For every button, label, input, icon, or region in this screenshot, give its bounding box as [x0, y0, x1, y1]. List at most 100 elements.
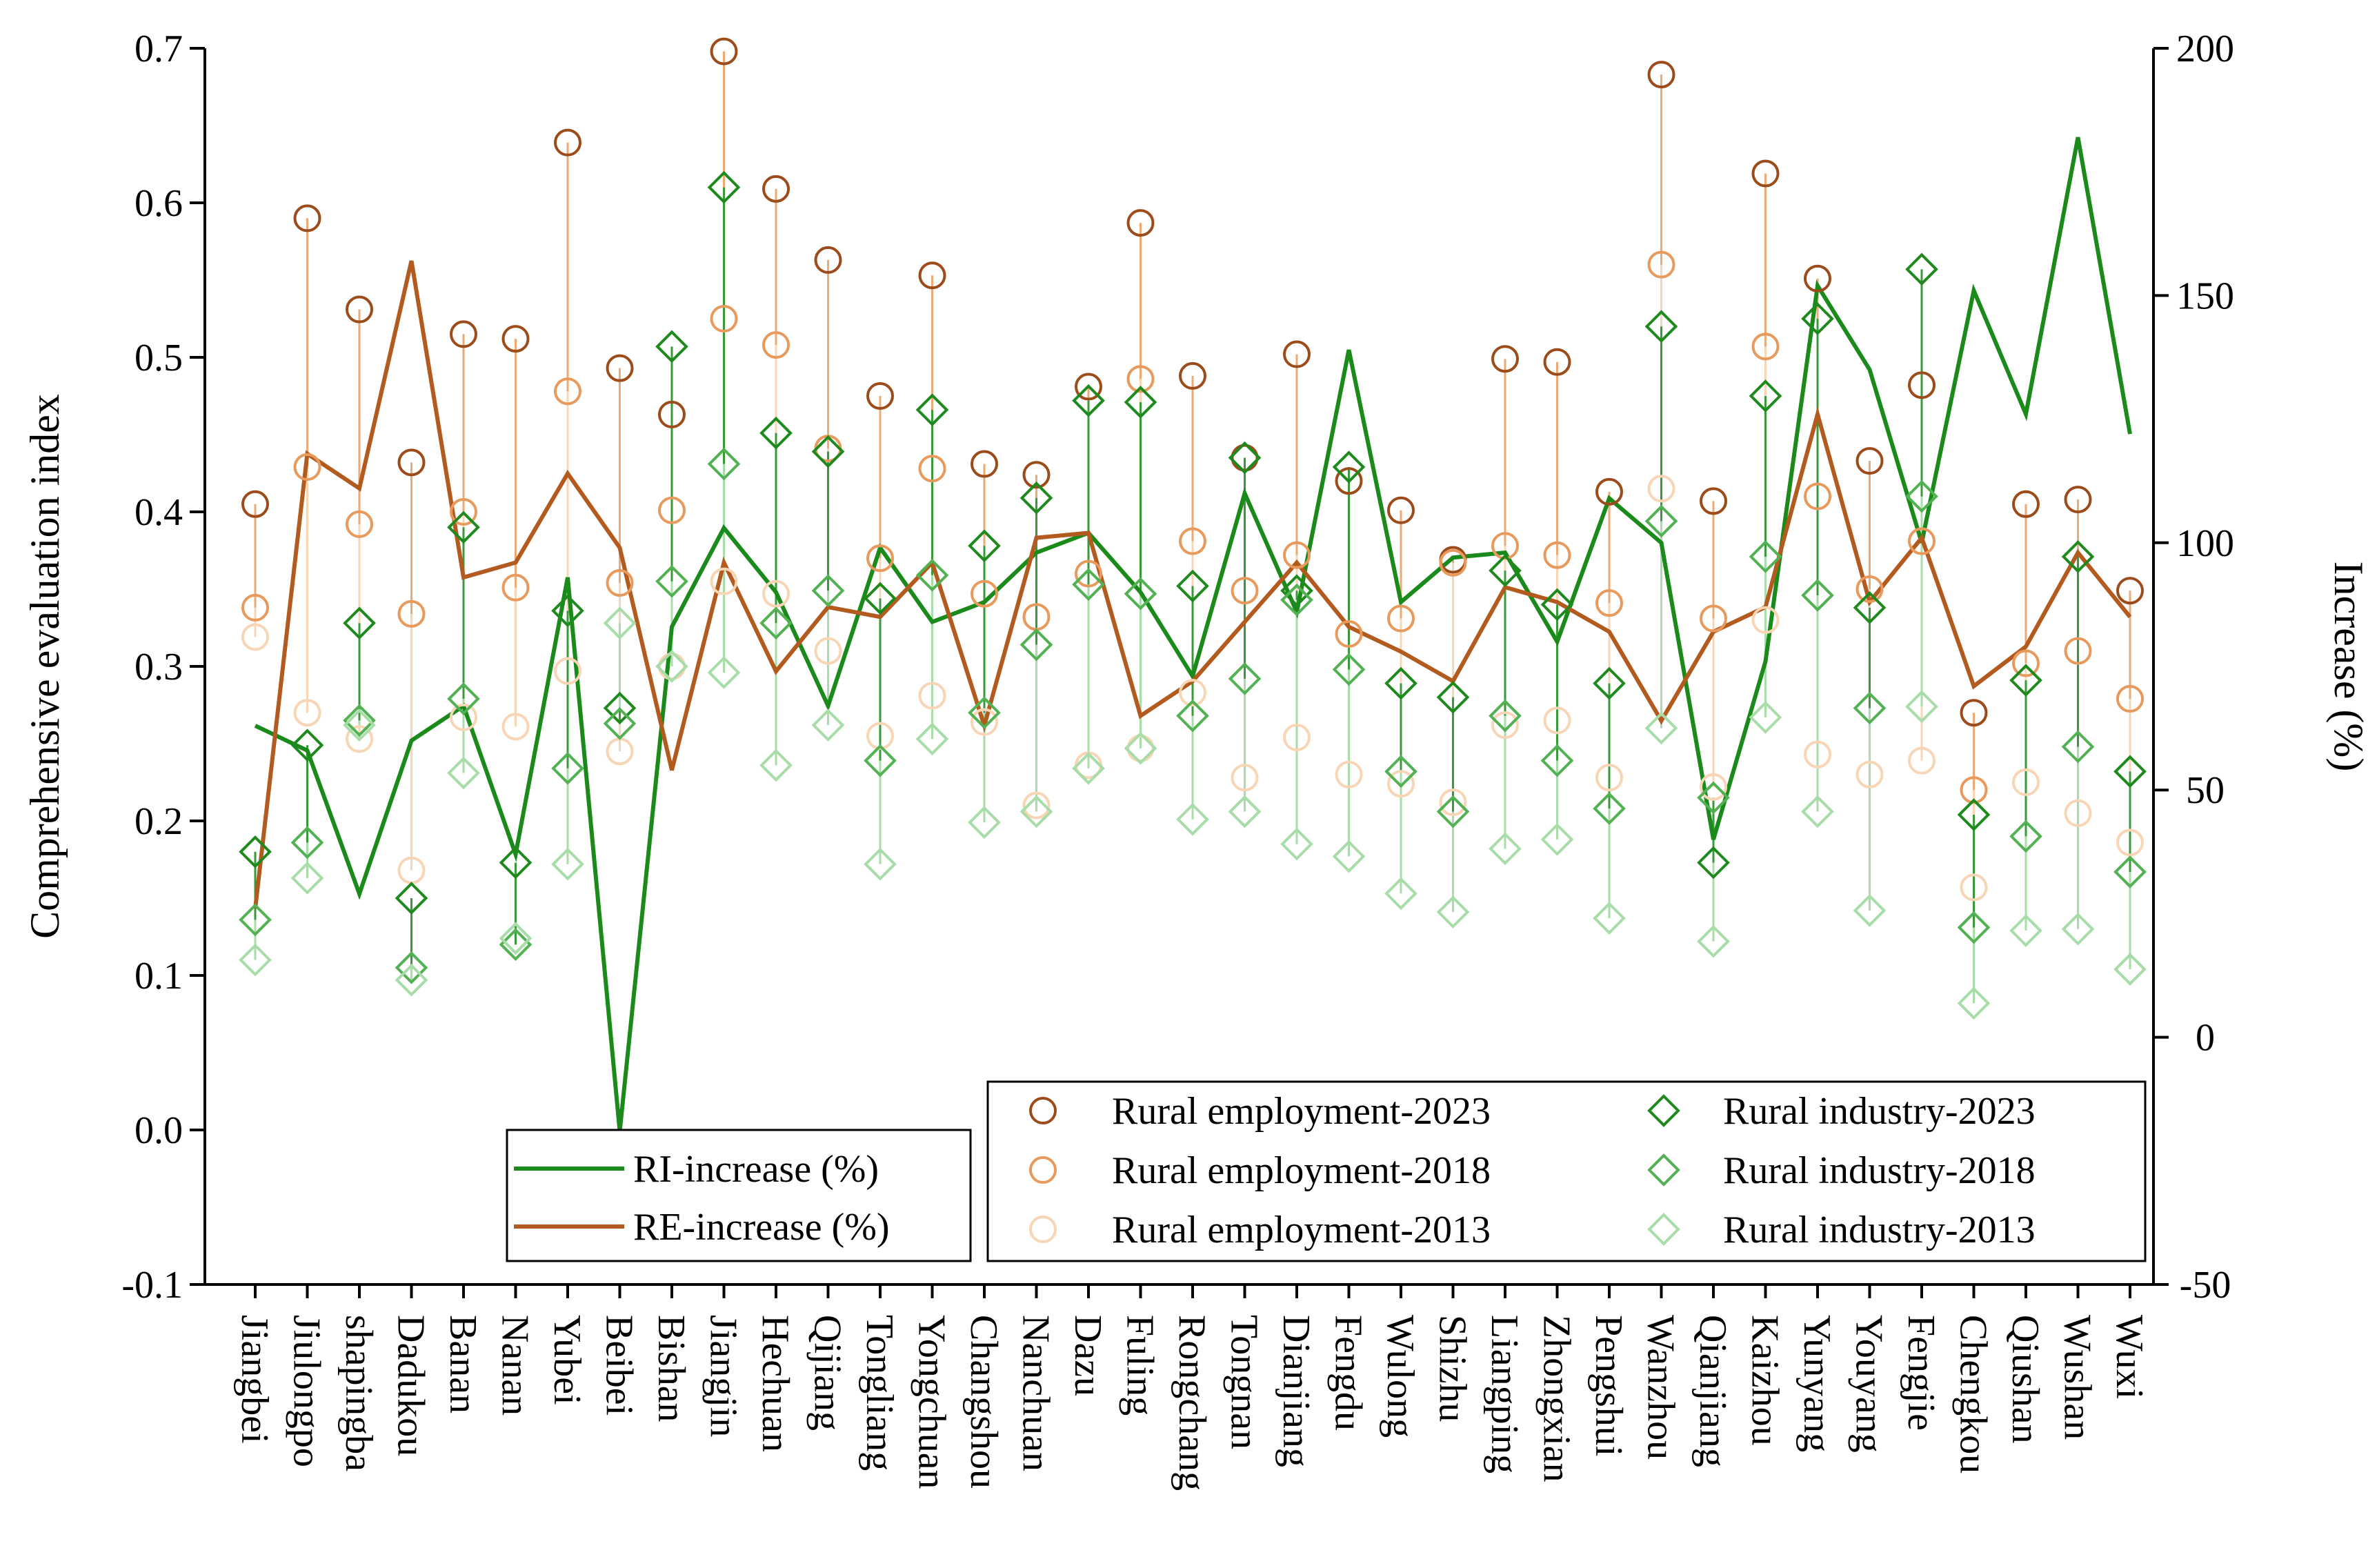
y2-axis-title: Increase (%): [2326, 562, 2368, 772]
category-label: Bishan: [650, 1315, 693, 1422]
category-label: Wanzhou: [1640, 1315, 1682, 1460]
category-label: Beibei: [598, 1315, 641, 1416]
rural-employment-2023-point: [1283, 340, 1311, 368]
rural-industry-2018-point: [447, 682, 480, 715]
left-tick-label: 0.4: [135, 491, 183, 534]
rural-industry-2018-point: [1436, 795, 1470, 828]
legend-layer: RI-increase (%) RE-increase (%) Rural empl…: [506, 1080, 2147, 1262]
rural-industry-2013-point: [968, 806, 1001, 840]
rural-industry-2018-point: [1072, 568, 1105, 602]
legend-label: RI-increase (%): [633, 1148, 879, 1191]
rural-employment-2023-point: [1804, 264, 1831, 292]
rural-employment-2018-point: [1387, 604, 1415, 633]
rural-employment-2013-point: [293, 699, 321, 727]
rural-industry-2023-point: [2113, 755, 2147, 788]
category-label: Nanchuan: [1015, 1315, 1057, 1471]
rural-industry-2018-point: [2061, 730, 2095, 764]
legend-diamond-swatch: [1647, 1213, 1680, 1246]
rural-industry-2013-point: [1228, 795, 1262, 828]
category-label: Tongnan: [1223, 1315, 1266, 1449]
rural-industry-2018-point: [864, 744, 897, 777]
rural-employment-2023-point: [2012, 490, 2040, 518]
rural-industry-2023-point: [290, 728, 324, 762]
category-label: Wulong: [1379, 1315, 1422, 1438]
rural-industry-2018-point: [1540, 744, 1574, 777]
rural-industry-2023-point: [707, 170, 741, 204]
rural-industry-2013-point: [1124, 731, 1157, 765]
rural-industry-2018-point: [968, 696, 1001, 730]
rural-employment-2023-point: [1022, 461, 1051, 489]
rural-employment-2018-point: [1335, 619, 1363, 648]
category-label: Shizhu: [1431, 1315, 1474, 1422]
rural-employment-2013-point: [1335, 760, 1363, 788]
right-tick-label: -50: [2180, 1264, 2231, 1307]
rural-industry-2018-point: [915, 559, 949, 592]
rural-industry-2018-point: [290, 826, 324, 860]
category-label: Jiulongpo: [286, 1315, 328, 1467]
rural-employment-2013-point: [1908, 746, 1936, 775]
rural-employment-2013-point: [1751, 606, 1780, 634]
rural-employment-2018-point: [1751, 333, 1780, 361]
rural-employment-2023-point: [1126, 209, 1155, 237]
category-label: Pengshui: [1587, 1315, 1630, 1456]
right-tick-label: 0: [2196, 1017, 2215, 1060]
rural-employment-2013-point: [2064, 799, 2092, 827]
legend-diamond-swatch: [1647, 1153, 1680, 1187]
rural-employment-2013-point: [397, 856, 426, 884]
legend-label: RE-increase (%): [633, 1206, 890, 1249]
category-label: Chengkou: [1952, 1315, 1995, 1473]
rural-industry-2018-point: [239, 903, 272, 937]
rural-employment-2013-point: [2012, 768, 2040, 796]
rural-employment-2013-point: [710, 567, 738, 595]
rural-employment-2018-point: [554, 377, 581, 406]
line-legend-box: [506, 1129, 972, 1262]
rural-industry-2018-point: [1853, 691, 1887, 725]
category-label: Banan: [441, 1315, 484, 1413]
category-label: Wuxi: [2108, 1315, 2151, 1399]
marker-legend-box: [986, 1080, 2147, 1262]
rural-employment-2023-point: [2116, 577, 2144, 605]
rural-industry-2013-point: [1489, 832, 1522, 866]
rural-industry-2018-point: [1593, 792, 1626, 825]
rural-industry-2023-point: [655, 330, 688, 364]
markers-layer: [239, 37, 2147, 1020]
rural-employment-2023-point: [1075, 373, 1102, 401]
rural-industry-2023-point: [395, 882, 428, 915]
rural-employment-2013-point: [2116, 828, 2144, 857]
rural-industry-2023-point: [1384, 666, 1417, 700]
category-label: Liangping: [1483, 1315, 1526, 1473]
rural-employment-2013-point: [866, 722, 894, 750]
rural-employment-2023-point: [1908, 371, 1936, 399]
rural-industry-2018-point: [395, 951, 428, 984]
left-tick-label: 0.7: [135, 28, 183, 70]
y-axis-title: Comprehensive evaluation index: [22, 394, 68, 939]
rural-employment-2018-point: [1647, 250, 1675, 279]
rural-employment-2013-point: [1543, 706, 1571, 735]
rural-industry-2018-point: [811, 574, 845, 608]
rural-employment-2023-point: [241, 490, 269, 518]
rural-industry-2023-point: [1644, 310, 1678, 344]
rural-industry-2018-point: [707, 447, 741, 481]
rural-industry-2013-point: [290, 862, 324, 895]
category-label: Hechuan: [754, 1315, 797, 1452]
rural-industry-2023-point: [1697, 846, 1730, 880]
legend-circle-swatch: [1029, 1156, 1057, 1184]
category-label: Qianjiang: [1691, 1315, 1734, 1467]
rural-industry-2018-point: [759, 606, 793, 640]
rural-industry-2013-point: [603, 606, 637, 640]
rural-employment-2018-point: [2116, 685, 2144, 713]
rural-industry-2013-point: [811, 708, 845, 742]
category-label: Youyang: [1848, 1315, 1891, 1453]
rural-employment-2013-point: [450, 703, 477, 731]
rural-industry-2013-point: [1280, 827, 1313, 861]
rural-industry-2018-point: [1280, 583, 1313, 617]
category-label: Fengjie: [1900, 1315, 1942, 1431]
left-tick-label: 0.6: [135, 182, 183, 225]
rural-industry-2018-point: [343, 704, 376, 737]
rural-employment-2023-point: [866, 382, 894, 410]
rural-employment-2018-point: [866, 544, 894, 573]
ri-increase-line: [254, 137, 2132, 1132]
legend-label: Rural employment-2013: [1112, 1209, 1491, 1251]
rural-industry-2018-point: [1124, 577, 1157, 611]
rural-employment-2018-point: [1700, 604, 1727, 633]
